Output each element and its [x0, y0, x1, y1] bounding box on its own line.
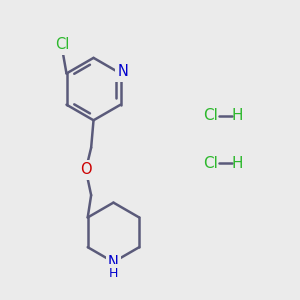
Text: Cl: Cl: [55, 37, 69, 52]
Text: N: N: [118, 64, 128, 80]
Text: Cl: Cl: [203, 156, 218, 171]
Text: Cl: Cl: [203, 108, 218, 123]
Text: H: H: [109, 267, 118, 280]
Text: H: H: [232, 108, 243, 123]
Text: H: H: [232, 156, 243, 171]
Text: N: N: [108, 255, 119, 270]
Text: O: O: [80, 162, 92, 177]
